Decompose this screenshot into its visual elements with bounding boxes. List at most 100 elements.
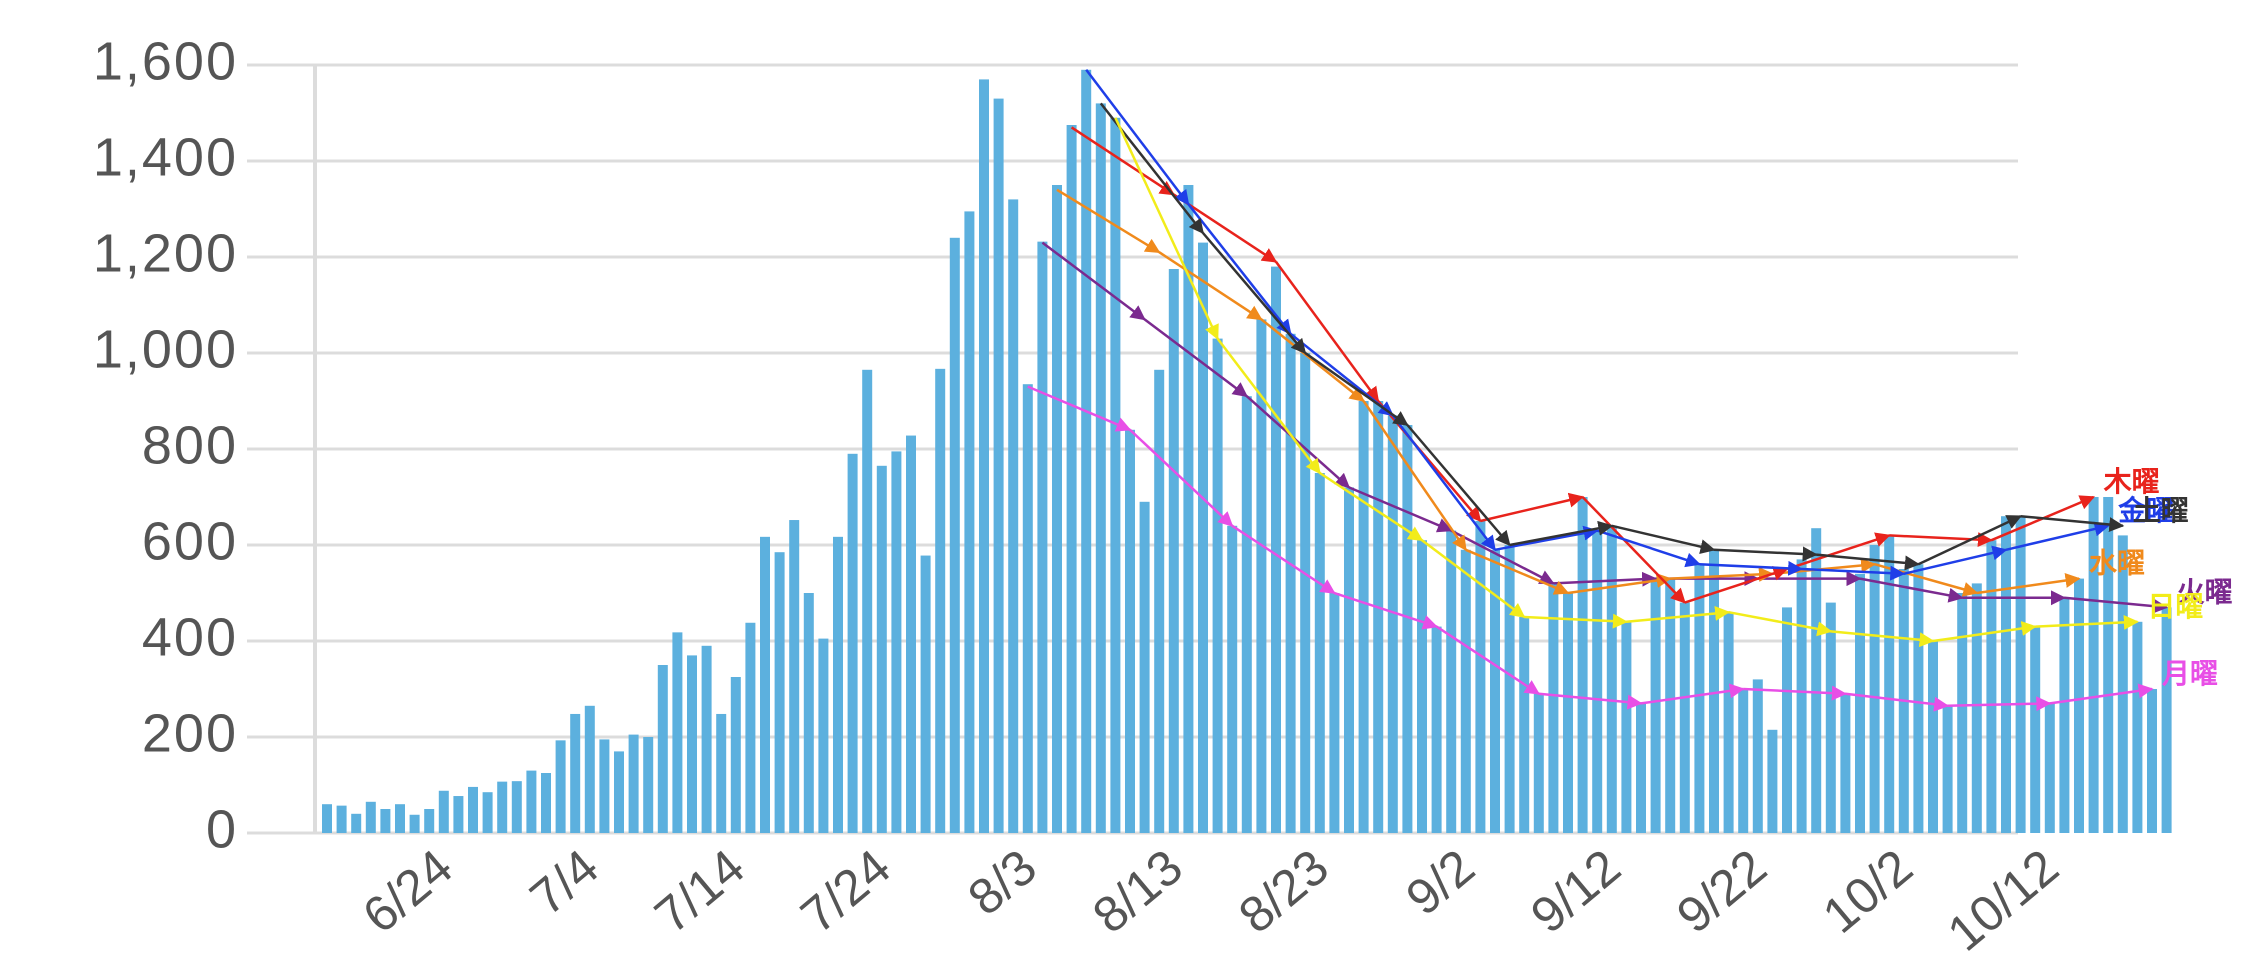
bar	[1095, 103, 1106, 833]
bar	[409, 814, 420, 833]
bar	[1490, 549, 1500, 833]
bar	[1811, 528, 1822, 833]
x-tick-label: 6/24	[352, 839, 463, 944]
weekday-line	[1976, 573, 2081, 595]
bar	[482, 792, 493, 833]
bar	[1110, 117, 1121, 834]
bar	[1139, 501, 1150, 833]
bar	[847, 453, 858, 833]
weekday-line	[2049, 683, 2154, 705]
bar	[979, 79, 989, 833]
weekday-line	[1596, 529, 1701, 568]
weekday-line	[2035, 614, 2139, 630]
weekday-line	[1362, 400, 1467, 552]
bar	[1154, 369, 1165, 833]
bar	[643, 737, 654, 833]
bar	[1256, 319, 1267, 833]
bar	[2117, 535, 2128, 833]
x-tick-label: 7/14	[644, 839, 755, 944]
bar	[1577, 497, 1588, 833]
bar	[2132, 621, 2143, 833]
weekday-line	[1567, 573, 1672, 595]
weekday-line	[1640, 683, 1745, 705]
bar	[2088, 497, 2099, 833]
series-label: 土曜	[2133, 494, 2189, 527]
series-label: 金曜	[2117, 494, 2174, 527]
bar	[1884, 535, 1895, 833]
weekday-line	[1917, 515, 2022, 566]
bar	[1563, 593, 1573, 833]
bar	[1723, 612, 1734, 833]
weekday-line	[1786, 532, 1891, 571]
bar	[1431, 626, 1442, 833]
bar	[1650, 578, 1661, 833]
bar	[1665, 578, 1676, 833]
weekday-line	[2020, 514, 2125, 533]
bar	[2147, 689, 2157, 833]
weekday-line	[1801, 565, 1906, 581]
bar	[1066, 125, 1077, 833]
bar	[1460, 549, 1471, 833]
weekday-line	[1421, 539, 1526, 618]
weekday-line	[1158, 251, 1263, 321]
bar	[1387, 415, 1398, 833]
bar	[1314, 473, 1325, 833]
weekday-line	[1830, 630, 1935, 648]
bar	[1475, 521, 1486, 833]
weekday-line	[1509, 520, 1614, 547]
x-tick-label: 9/22	[1666, 839, 1777, 944]
bar	[993, 98, 1004, 834]
weekday-line	[1699, 560, 1804, 576]
bar	[322, 804, 332, 833]
bar	[1694, 564, 1705, 833]
weekday-line	[1245, 395, 1351, 489]
bar	[2030, 626, 2041, 833]
bar	[1942, 705, 1953, 833]
bar	[1183, 185, 1194, 833]
bar	[2161, 607, 2172, 833]
weekday-line	[1114, 117, 1219, 340]
bar	[1125, 429, 1135, 833]
series-label: 火曜	[2177, 575, 2233, 608]
weekday-line	[1202, 232, 1307, 355]
weekday-line	[1670, 566, 1774, 582]
weekday-line	[1932, 621, 2037, 643]
series-label: 日曜	[2147, 590, 2203, 623]
weekday-line	[1304, 351, 1409, 427]
bar	[1533, 693, 1544, 833]
weekday-line	[1480, 492, 1585, 523]
series-label: 木曜	[2103, 465, 2160, 498]
bar	[1971, 583, 1982, 833]
weekday-line	[1319, 471, 1424, 542]
bar	[2015, 516, 2026, 833]
bar	[1446, 530, 1457, 833]
x-tick-label: 10/2	[1812, 839, 1923, 944]
bar	[862, 369, 873, 833]
bar	[818, 638, 829, 833]
y-tick-label: 800	[142, 415, 238, 475]
x-tick-label: 8/13	[1082, 839, 1193, 944]
weekday-line	[2064, 596, 2169, 614]
bar	[380, 809, 391, 833]
weekday-line	[1581, 496, 1686, 604]
weekday-line	[1027, 385, 1132, 432]
bar	[1752, 679, 1763, 833]
bar	[1957, 593, 1968, 833]
bar	[628, 734, 639, 833]
bar	[1329, 593, 1340, 833]
bar	[614, 751, 624, 833]
bar	[1022, 384, 1033, 833]
bar	[584, 705, 595, 833]
bar	[1417, 540, 1427, 833]
bar	[1913, 564, 1924, 833]
bar	[906, 435, 916, 833]
weekday-line	[1406, 424, 1511, 547]
bar	[1679, 602, 1690, 833]
bar	[716, 713, 727, 833]
weekday-line	[1056, 188, 1161, 254]
bar	[1037, 241, 1048, 833]
bar	[1344, 487, 1354, 833]
bar	[935, 368, 946, 833]
weekday-line	[1085, 69, 1190, 206]
